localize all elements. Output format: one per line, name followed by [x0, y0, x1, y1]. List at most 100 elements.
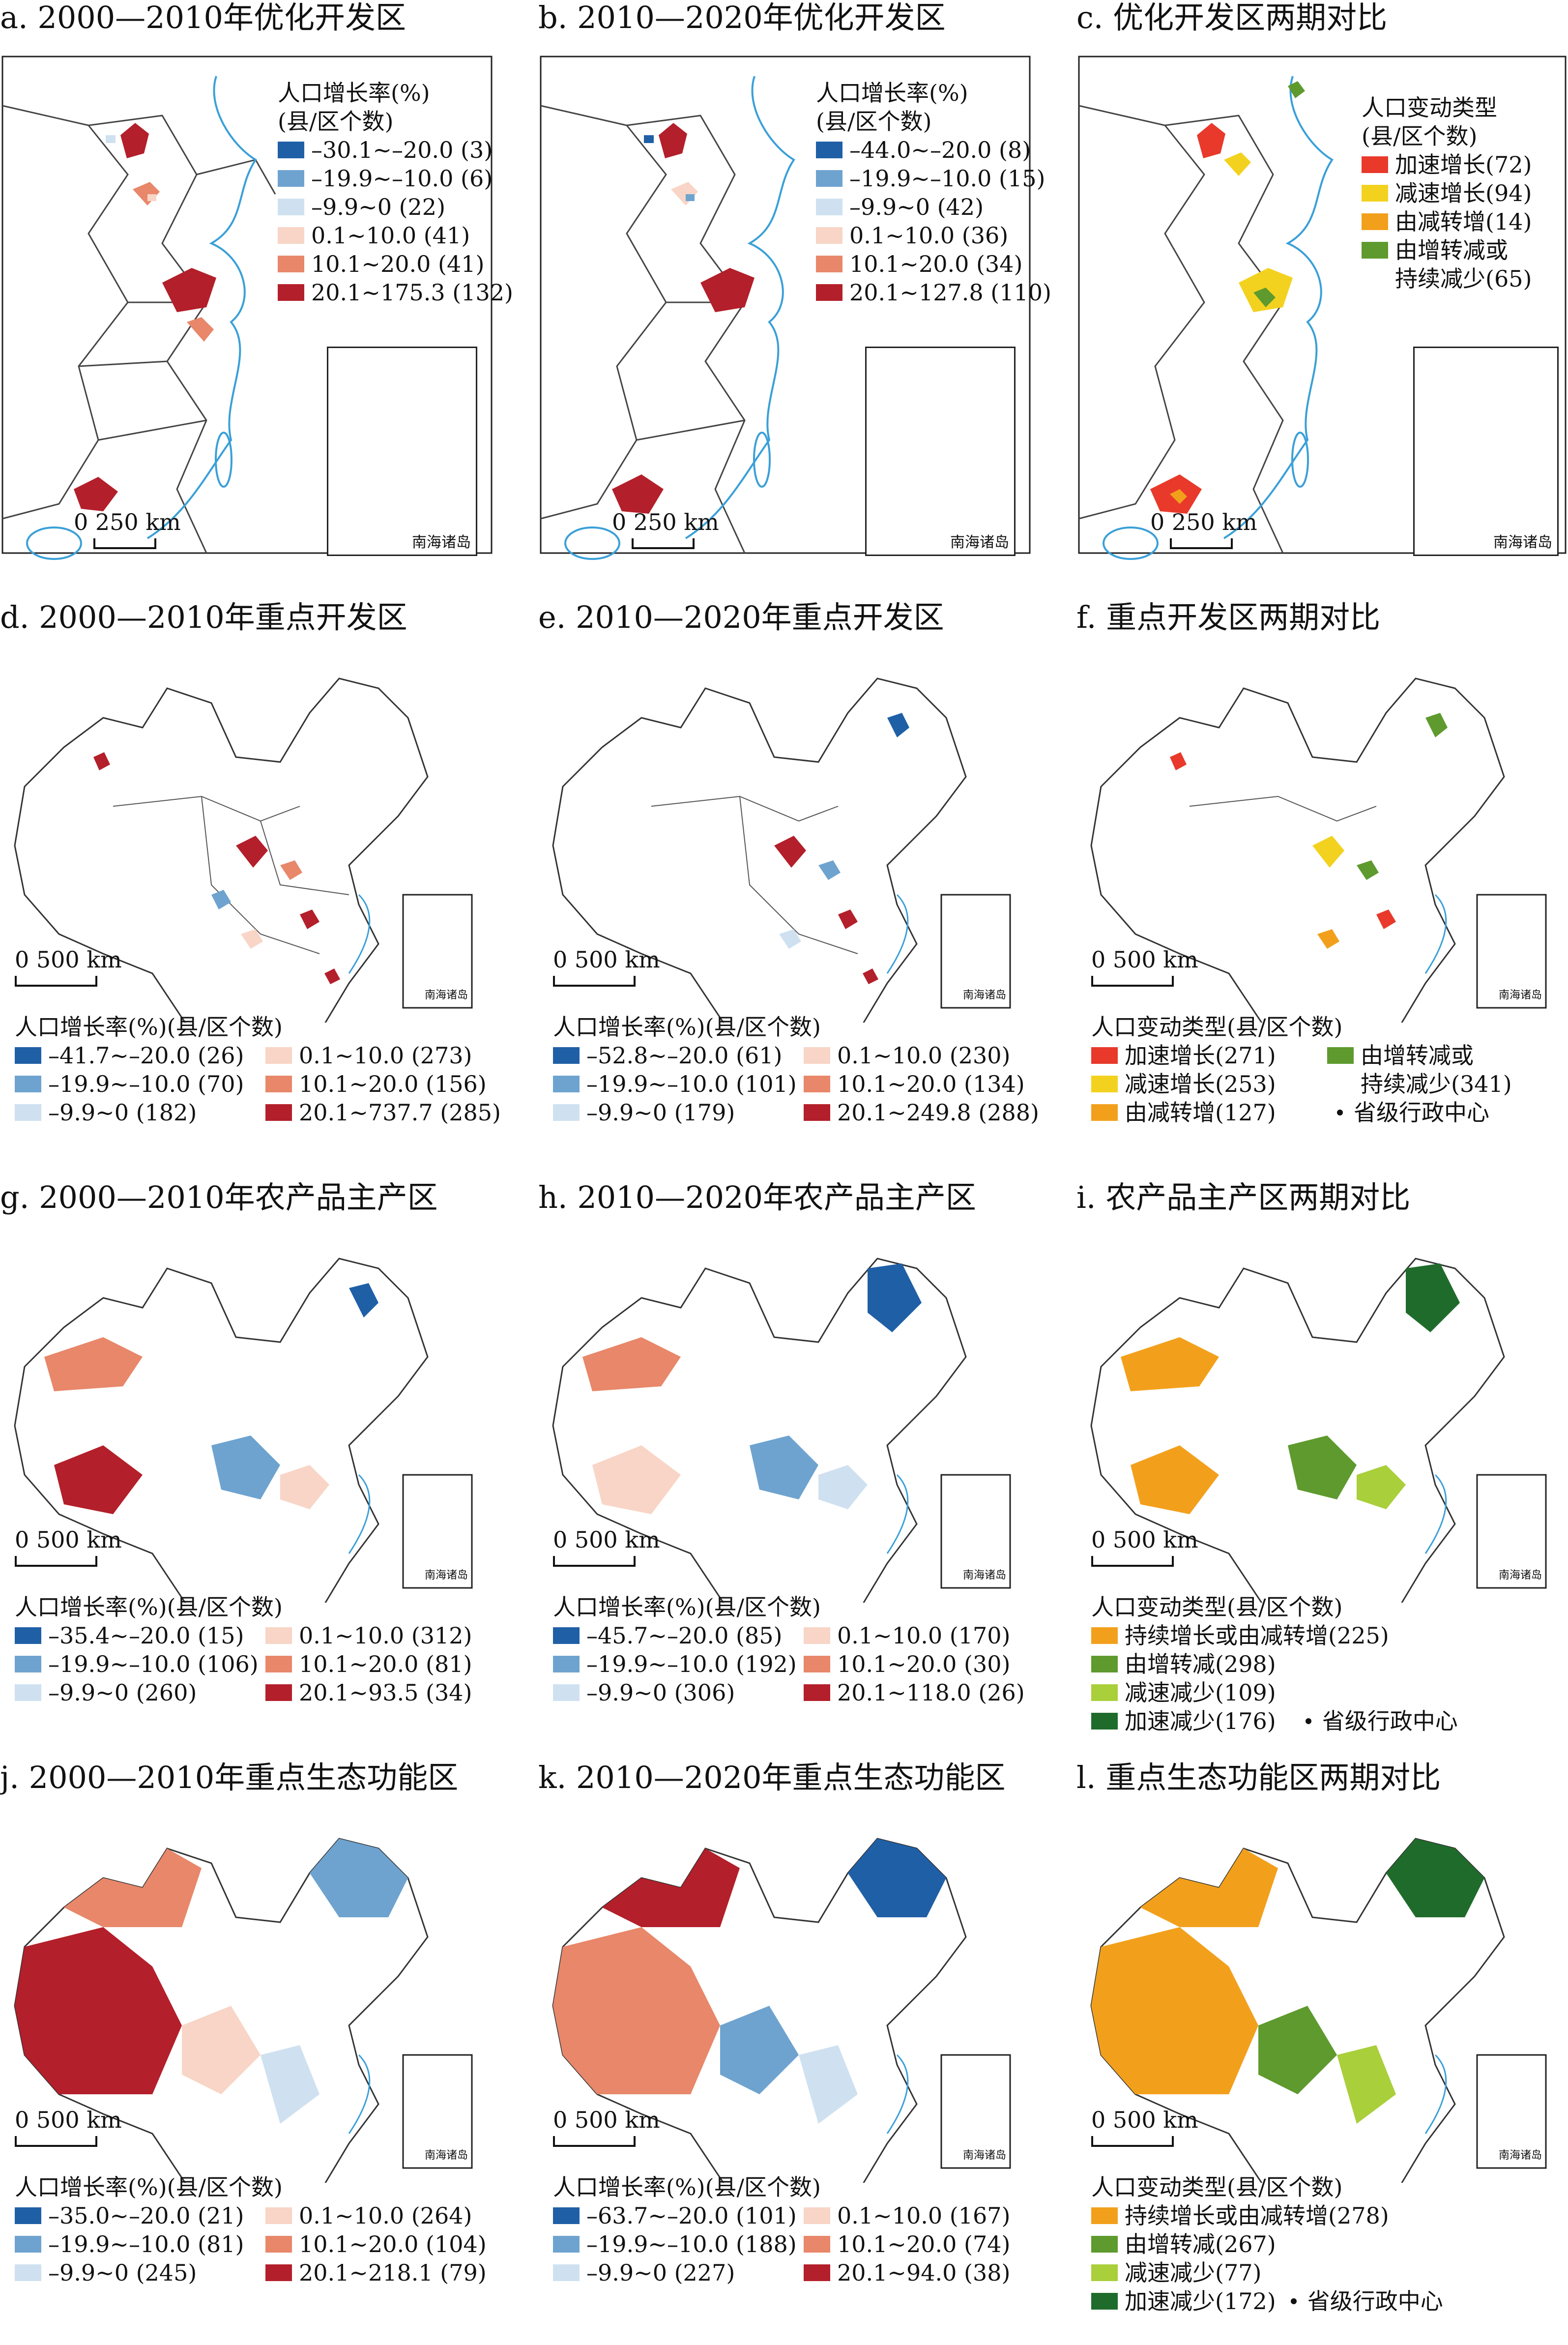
panel-title: i. 农产品主产区两期对比 [1076, 1179, 1411, 1215]
swatch [278, 142, 304, 158]
legend-title: 人口变动类型(县/区个数) [1091, 1594, 1343, 1620]
legend-item: 0.1~10.0 (170) [837, 1622, 1011, 1649]
scale-bar-line [1170, 538, 1233, 549]
panel-title: g. 2000—2010年农产品主产区 [0, 1179, 438, 1215]
legend-item: 20.1~127.8 (110) [849, 279, 1051, 306]
legend-title: 人口增长率(%) (县/区个数) [816, 80, 968, 135]
scale-bar: 0 500 km [15, 946, 122, 987]
legend-item: 省级行政中心 [1307, 2288, 1443, 2315]
swatch [278, 199, 304, 215]
legend-item: –19.9~–10.0 (6) [311, 165, 493, 192]
swatch [1091, 1684, 1118, 1701]
swatch [15, 1104, 41, 1121]
legend: 人口增长率(%)(县/区个数) –63.7~–20.0 (101) 0.1~10… [553, 2173, 1035, 2287]
panel-d: d. 2000—2010年重点开发区 南海诸岛 0 500 km 人口增长率(%… [0, 600, 501, 1185]
panel-title: e. 2010—2020年重点开发区 [538, 599, 944, 635]
swatch [278, 227, 304, 244]
scale-bar: 0 500 km [1091, 2107, 1198, 2147]
legend-item: 减速增长(253) [1125, 1071, 1276, 1097]
panel-title: b. 2010—2020年优化开发区 [538, 0, 946, 35]
swatch [816, 256, 842, 272]
legend-item: 0.1~10.0 (41) [311, 222, 470, 249]
legend-item: 20.1~218.1 (79) [299, 2259, 487, 2286]
legend-item: 20.1~737.7 (285) [299, 1099, 501, 1126]
scale-bar-line [553, 976, 636, 987]
capital-dot-icon [1305, 1718, 1311, 1724]
swatch [804, 1076, 830, 1092]
south-china-sea-inset: 南海诸岛 [407, 1475, 473, 1585]
scale-label: 0 250 km [1150, 509, 1257, 535]
legend-item: –30.1~–20.0 (3) [311, 137, 493, 163]
swatch [816, 227, 842, 244]
scale-bar-line [15, 1556, 97, 1567]
scale-label: 0 500 km [15, 946, 122, 973]
south-china-sea-inset: 南海诸岛 [1481, 1475, 1547, 1585]
south-china-sea-inset: 南海诸岛 [1413, 347, 1559, 556]
swatch [1091, 1047, 1118, 1064]
east-china-map [540, 56, 1031, 560]
legend-title: 人口增长率(%)(县/区个数) [15, 1594, 283, 1620]
legend-item: 省级行政中心 [1354, 1099, 1489, 1126]
scale-bar: 0 250 km [612, 509, 719, 549]
east-china-map [1, 56, 493, 560]
legend-item: –45.7~–20.0 (85) [586, 1622, 783, 1649]
swatch [1091, 1627, 1118, 1644]
capital-dot-icon [1290, 2298, 1297, 2304]
scale-bar: 0 500 km [553, 1526, 660, 1567]
legend-item: –19.9~–10.0 (188) [586, 2231, 797, 2257]
legend-item: –19.9~–10.0 (192) [586, 1651, 797, 1677]
panel-title: j. 2000—2010年重点生态功能区 [0, 1759, 459, 1795]
swatch [553, 1104, 580, 1121]
legend-item: –52.8~–20.0 (61) [586, 1042, 783, 1069]
south-china-sea-inset: 南海诸岛 [945, 2055, 1011, 2165]
legend-item: 10.1~20.0 (104) [299, 2231, 487, 2257]
legend-item: 持续增长或由减转增(278) [1125, 2202, 1389, 2229]
swatch [265, 1104, 292, 1121]
legend-item: 0.1~10.0 (36) [849, 222, 1009, 249]
legend-item: 由增转减(298) [1125, 1651, 1276, 1677]
scale-label: 0 500 km [553, 2107, 660, 2133]
legend-item: –9.9~0 (227) [586, 2259, 735, 2286]
inset-label: 南海诸岛 [950, 534, 1009, 551]
legend-item: –19.9~–10.0 (70) [48, 1071, 244, 1097]
scale-label: 0 500 km [1091, 946, 1198, 973]
scale-bar: 0 250 km [1150, 509, 1257, 549]
inset-label: 南海诸岛 [1498, 989, 1542, 1001]
panel-title: a. 2000—2010年优化开发区 [0, 0, 406, 35]
panel-title: f. 重点开发区两期对比 [1076, 599, 1381, 635]
panel-title: c. 优化开发区两期对比 [1076, 0, 1388, 35]
legend-item: 10.1~20.0 (41) [311, 251, 485, 277]
legend-title: 人口增长率(%)(县/区个数) [15, 1014, 283, 1040]
panel-title: h. 2010—2020年农产品主产区 [538, 1179, 976, 1215]
swatch [1091, 2264, 1118, 2281]
legend-item: 20.1~249.8 (288) [837, 1099, 1039, 1126]
legend-title: 人口增长率(%)(县/区个数) [553, 1014, 821, 1040]
china-map [1090, 1838, 1547, 2183]
legend-item: 0.1~10.0 (167) [837, 2202, 1011, 2229]
legend: 人口增长率(%)(县/区个数) –41.7~–20.0 (26) 0.1~10.… [15, 1013, 501, 1127]
swatch [553, 1627, 580, 1644]
swatch [1362, 213, 1388, 230]
legend-item: –9.9~0 (22) [311, 194, 446, 220]
panel-c: c. 优化开发区两期对比 人口变动类型 (县/区个数) 加速增长(72) 减速增… [1076, 0, 1568, 585]
legend-item: 10.1~20.0 (134) [837, 1071, 1025, 1097]
legend: 人口变动类型(县/区个数) 持续增长或由减转增(278) 由增转减(267) 减… [1091, 2173, 1443, 2316]
scale-bar-line [93, 538, 156, 549]
scale-bar-line [1091, 976, 1174, 987]
china-map [14, 1838, 473, 2183]
south-china-sea-inset: 南海诸岛 [945, 1475, 1011, 1585]
swatch [1091, 2293, 1118, 2310]
legend-item: –19.9~–10.0 (101) [586, 1071, 797, 1097]
south-china-sea-inset: 南海诸岛 [865, 347, 1016, 556]
swatch [804, 2264, 830, 2281]
china-map [552, 677, 1011, 1023]
legend: 人口变动类型(县/区个数) 持续增长或由减转增(225) 由增转减(298) 减… [1091, 1593, 1458, 1735]
legend-item: –19.9~–10.0 (15) [849, 165, 1045, 192]
legend: 人口增长率(%)(县/区个数) –52.8~–20.0 (61) 0.1~10.… [553, 1013, 1039, 1127]
legend-item: 加速减少(172) [1125, 2288, 1276, 2315]
panel-e: e. 2010—2020年重点开发区 南海诸岛 0 500 km 人口增长率(%… [538, 599, 1039, 1185]
legend: 人口增长率(%)(县/区个数) –35.4~–20.0 (15) 0.1~10.… [15, 1593, 496, 1707]
legend-item: 10.1~20.0 (34) [849, 251, 1023, 277]
swatch [553, 1656, 580, 1672]
legend: 人口增长率(%) (县/区个数) –30.1~–20.0 (3) –19.9~–… [278, 79, 513, 307]
